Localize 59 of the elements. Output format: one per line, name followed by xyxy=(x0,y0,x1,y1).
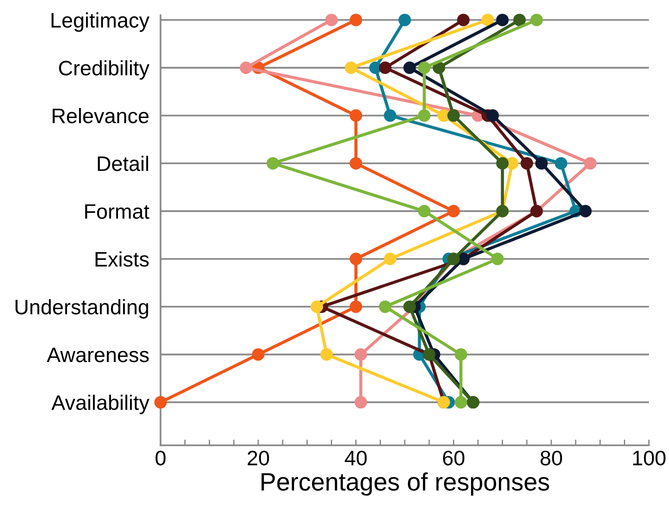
point xyxy=(354,396,368,409)
y-tick-label: Understanding xyxy=(16,299,148,319)
point xyxy=(310,300,324,313)
point xyxy=(154,396,167,409)
x-axis-title: Percentages of responses xyxy=(262,472,550,496)
point xyxy=(354,348,368,361)
point xyxy=(530,14,543,26)
point xyxy=(454,348,468,361)
y-tick-label: Availability xyxy=(51,394,150,414)
point xyxy=(496,157,509,170)
point xyxy=(344,61,358,74)
y-tick-label: Legitimacy xyxy=(52,12,150,32)
point xyxy=(240,61,252,74)
y-tick-label: Awareness xyxy=(46,348,149,362)
x-tick-label: 80 xyxy=(540,450,562,466)
point xyxy=(579,204,592,218)
point xyxy=(403,61,416,74)
point xyxy=(350,252,362,266)
point xyxy=(496,14,509,26)
point xyxy=(454,396,468,409)
point xyxy=(447,109,460,122)
point xyxy=(384,109,396,122)
point xyxy=(513,14,526,26)
point xyxy=(350,157,362,170)
y-tick-label: Exists xyxy=(96,251,149,267)
x-tick-label: 40 xyxy=(344,450,367,466)
point xyxy=(325,14,338,26)
point xyxy=(584,157,597,170)
point xyxy=(554,157,568,170)
point xyxy=(350,300,362,313)
point xyxy=(457,14,470,26)
point xyxy=(418,109,431,122)
point xyxy=(491,252,504,266)
point xyxy=(418,204,431,218)
point xyxy=(486,109,499,122)
point xyxy=(320,348,333,361)
point xyxy=(384,252,396,266)
y-tick-label: Credibility xyxy=(59,60,150,80)
x-tick-label: 20 xyxy=(248,450,270,466)
point xyxy=(350,14,362,26)
y-tick-label: Relevance xyxy=(52,108,149,124)
point xyxy=(398,14,411,26)
point xyxy=(432,61,446,74)
point xyxy=(252,348,264,361)
point xyxy=(520,157,534,170)
point xyxy=(403,300,416,313)
x-tick-label: 100 xyxy=(633,450,666,466)
y-tick-label: Format xyxy=(85,204,150,219)
point xyxy=(266,157,280,170)
point xyxy=(447,204,460,218)
y-tick-label: Detail xyxy=(98,156,148,172)
point xyxy=(418,61,431,74)
x-tick-label: 60 xyxy=(443,450,464,466)
point xyxy=(350,109,362,122)
point xyxy=(482,14,494,26)
point xyxy=(378,300,392,313)
point xyxy=(535,157,548,170)
point xyxy=(378,61,392,74)
x-tick-label: 0 xyxy=(156,450,166,466)
